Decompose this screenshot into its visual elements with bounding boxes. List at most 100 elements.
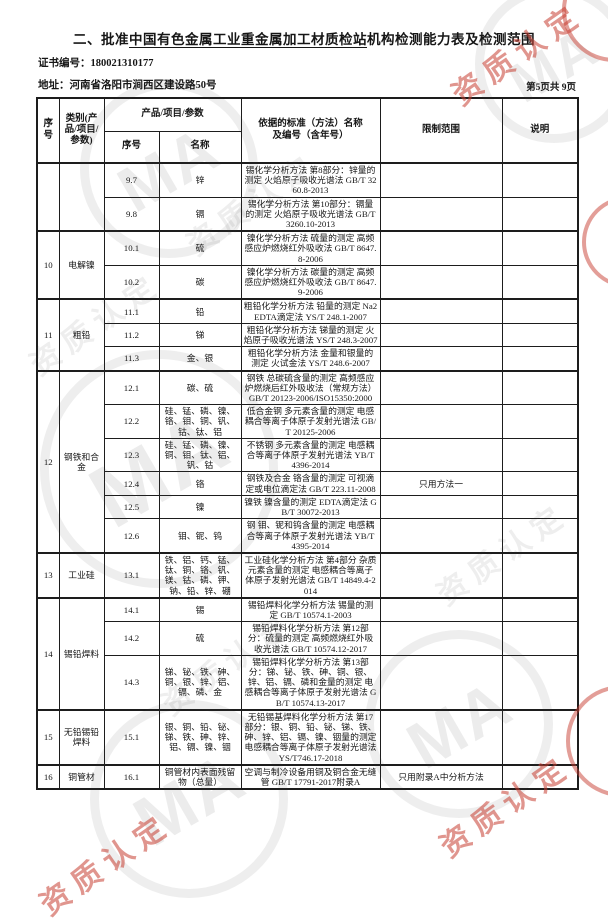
header-category: 类别(产品/项目/参数): [58, 97, 105, 164]
section-category-cell: 电解镍: [58, 230, 105, 300]
item-number-cell: 9.7: [103, 161, 160, 198]
item-standard-cell: 低合金钢 多元素含量的测定 电感耦合等离子体原子发射光谱法 GB/T 20125…: [240, 404, 381, 439]
item-note-cell: [501, 298, 579, 324]
item-limit-cell: [379, 551, 503, 599]
address-line: 地址：河南省洛阳市涧西区建设路50号: [38, 77, 608, 92]
item-standard-cell: 锡铅焊料化学分析方法 第13部分：锑、铋、铁、砷、铜、银、锌、铝、镉、磷和金量的…: [240, 654, 381, 711]
item-name-cell: 金、银: [158, 346, 242, 372]
item-number-cell: 13.1: [103, 551, 160, 599]
item-note-cell: [501, 518, 579, 554]
item-name-cell: 锑、铋、铁、砷、铜、银、锌、铝、镉、磷、金: [158, 654, 242, 711]
table-row: 14.2 硫锡铅焊料化学分析方法 第12部分：硫量的测定 高频燃烧红外吸收光谱法 …: [37, 621, 579, 656]
item-name-cell: 铬: [158, 471, 242, 496]
item-number-cell: 15.1: [103, 708, 160, 766]
item-note-cell: [501, 230, 579, 266]
item-name-cell: 硅、锰、磷、镍、铬、钼、铜、钒、钴、钛、铝: [158, 404, 242, 439]
item-note-cell: [501, 494, 579, 520]
title-suffix: 机构检测能力表及检测范围: [367, 32, 535, 47]
item-limit-cell: 只用附录A中分析方法: [379, 763, 503, 790]
item-note-cell: [501, 551, 579, 599]
section-number-cell: 16: [36, 763, 60, 790]
header-standard-line1: 依据的标准（方法）名称: [258, 119, 363, 130]
item-name-cell: 锑: [158, 322, 242, 348]
section-number-cell: 14: [36, 596, 60, 711]
section-number-cell: 11: [36, 298, 60, 372]
item-note-cell: [501, 763, 579, 790]
item-limit-cell: [379, 708, 503, 766]
item-standard-cell: 锡化学分析方法 第10部分：镉量的测定 火焰原子吸收光谱法 GB/T 3260.…: [240, 196, 381, 232]
item-standard-cell: 粗铅化学分析方法 铅量的测定 Na2EDTA滴定法 YS/T 248.1-200…: [240, 298, 381, 324]
item-note-cell: [501, 708, 579, 766]
item-limit-cell: [379, 322, 503, 348]
capability-table: 序号 类别(产品/项目/参数) 产品/项目/参数 依据的标准（方法）名称 及编号…: [36, 97, 579, 791]
item-number-cell: 9.8: [103, 196, 160, 232]
item-standard-cell: 钢铁及合金 铬含量的测定 可视滴定或电位滴定法 GB/T 223.11-2008: [240, 471, 381, 496]
item-limit-cell: [379, 494, 503, 520]
item-number-cell: 11.2: [103, 322, 160, 348]
item-note-cell: [501, 621, 579, 656]
item-name-cell: 铜管材内表面残留物（总量）: [158, 763, 242, 790]
item-note-cell: [501, 322, 579, 348]
item-limit-cell: [379, 518, 503, 554]
item-limit-cell: [379, 437, 503, 473]
item-limit-cell: [379, 161, 503, 198]
table-row: 12.3 硅、锰、磷、镍、铜、钼、钛、铝、钒、钴 不锈钢 多元素含量的测定 电感耦合…: [37, 437, 579, 473]
item-standard-cell: 锡化学分析方法 第8部分：锌量的测定 火焰原子吸收光谱法 GB/T 3260.8…: [240, 161, 381, 198]
item-name-cell: 碳: [158, 264, 242, 300]
table-row: 11 粗铅 11.1 铅粗铅化学分析方法 铅量的测定 Na2EDTA滴定法 YS/T …: [36, 298, 579, 372]
item-limit-cell: [379, 404, 503, 439]
address-label: 地址：: [38, 80, 70, 91]
item-number-cell: 14.1: [103, 596, 160, 623]
item-number-cell: 12.3: [103, 437, 160, 473]
item-name-cell: 镍: [158, 494, 242, 520]
item-limit-cell: [379, 369, 503, 406]
item-standard-cell: 工业硅化学分析方法 第4部分 杂质元素含量的测定 电感耦合等离子体原子发射光谱法…: [240, 551, 381, 599]
item-note-cell: [501, 161, 579, 198]
section-category-cell: 钢铁和合金: [58, 369, 105, 554]
item-standard-cell: 不锈钢 多元素含量的测定 电感耦合等离子体原子发射光谱法 YB/T 4396-2…: [240, 437, 381, 473]
table-row: 10 电解镍 10.1 硫镍化学分析方法 硫量的测定 高频感应炉燃烧红外吸收法 GB/…: [36, 230, 579, 300]
item-standard-cell: 粗铅化学分析方法 锑量的测定 火焰原子吸收光谱法 YS/T 248.3-2007: [240, 322, 381, 348]
item-number-cell: 10.1: [103, 230, 160, 266]
section-category-cell: 工业硅: [58, 551, 105, 599]
item-name-cell: 锌: [158, 161, 242, 198]
item-note-cell: [501, 437, 579, 473]
item-note-cell: [501, 369, 579, 406]
item-number-cell: 11.3: [103, 346, 160, 372]
item-standard-cell: 空调与制冷设备用铜及铜合金无缝管 GB/T 17791-2017附录A: [240, 763, 381, 790]
item-number-cell: 12.4: [103, 471, 160, 496]
item-number-cell: 12.1: [103, 369, 160, 406]
item-limit-cell: [379, 196, 503, 232]
item-standard-cell: 无铅锡基焊料化学分析方法 第17部分：银、铜、铅、铋、锑、铁、砷、锌、铝、镉、镍…: [240, 708, 381, 766]
certificate-number-label: 证书编号：: [38, 58, 91, 69]
item-note-cell: [501, 404, 579, 439]
item-number-cell: 11.1: [103, 298, 160, 324]
table-row: 12.2 硅、锰、磷、镍、铬、钼、铜、钒、钴、钛、铝 低合金钢 多元素含量的测定 电…: [37, 404, 579, 439]
table-row: 15 无铅锡铅焊料 15.1 银、铜、铅、铋、锑、铁、砷、锌、铝、镉、镍、铟 无铅锡基焊…: [36, 708, 579, 766]
title-prefix: 二、批准: [73, 32, 129, 47]
item-note-cell: [501, 346, 579, 372]
page-title: 二、批准中国有色金属工业重金属加工材质检站机构检测能力表及检测范围: [0, 0, 608, 48]
table-row: 11.3 金、银 粗铅化学分析方法 金量和银量的测定 火试金法 YS/T 248.6…: [37, 346, 579, 372]
item-name-cell: 铁、铝、钙、锰、钛、铜、铬、钒、镁、钴、磷、钾、钠、铅、锌、硼: [158, 551, 242, 599]
table-row: 10.2 碳镍化学分析方法 碳量的测定 高频感应炉燃烧红外吸收法 GB/T 864…: [37, 264, 579, 300]
item-number-cell: 12.6: [103, 518, 160, 554]
header-standard: 依据的标准（方法）名称 及编号（含年号）: [240, 97, 381, 164]
item-number-cell: 16.1: [103, 763, 160, 790]
item-name-cell: 钼、铌、钨: [158, 518, 242, 554]
section-category-cell: 无铅锡铅焊料: [58, 708, 105, 766]
header-sub-name: 名称: [158, 131, 242, 164]
header-seq: 序号: [36, 97, 60, 164]
accreditation-stamp-text-red: 资质认定: [34, 807, 178, 922]
table-row: 12 钢铁和合金 12.1 碳、硫 钢铁 总碳硫含量的测定 高频感应炉燃烧后红外吸收法（…: [36, 369, 579, 554]
item-note-cell: [501, 471, 579, 496]
item-note-cell: [501, 196, 579, 232]
item-name-cell: 碳、硫: [158, 369, 242, 406]
header-sub-seq: 序号: [103, 131, 160, 164]
address-value: 河南省洛阳市涧西区建设路50号: [69, 80, 217, 91]
item-standard-cell: 镍铁 镍含量的测定 EDTA滴定法 GB/T 30072-2013: [240, 494, 381, 520]
item-limit-cell: [379, 654, 503, 711]
capability-table-body: 9.7 锌锡化学分析方法 第8部分：锌量的测定 火焰原子吸收光谱法 GB/T 32…: [36, 161, 579, 790]
certificate-number-line: 证书编号：180021310177: [38, 55, 608, 70]
section-category-cell: 锡铅焊料: [58, 596, 105, 711]
